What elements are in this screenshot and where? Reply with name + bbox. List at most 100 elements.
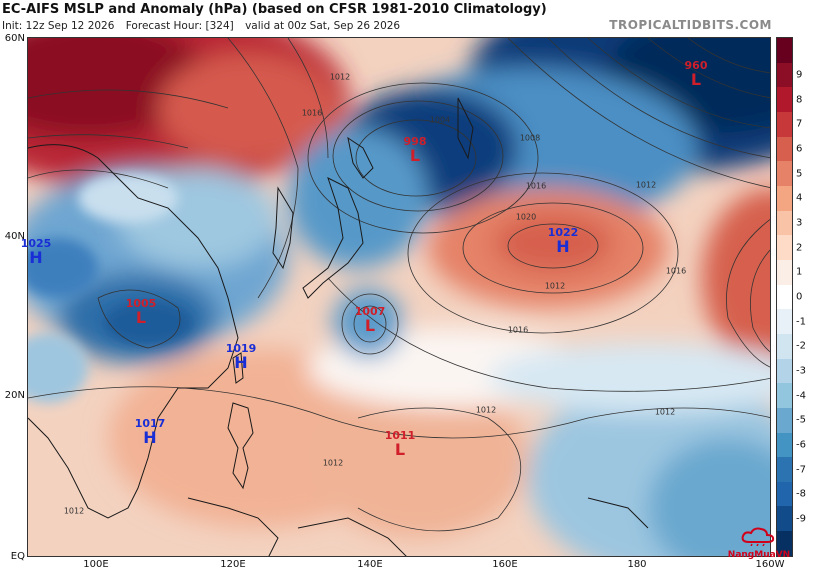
isobar-label: 1016 — [507, 325, 529, 335]
isobar-label: 1004 — [429, 115, 451, 125]
lon-label-140e: 140E — [357, 559, 383, 570]
isobar-label: 1020 — [515, 212, 537, 222]
colorbar-tick-label: 2 — [796, 242, 803, 254]
pressure-center-high-1022: 1022 H — [548, 227, 579, 255]
pressure-symbol: H — [556, 237, 570, 256]
nangmuavn-logo: NangMuaVN — [724, 526, 794, 562]
colorbar-segment — [777, 259, 792, 285]
pressure-center-low-1011: 1011 L — [385, 430, 416, 458]
isobar-label: 1008 — [519, 133, 541, 143]
colorbar-tick-label: 3 — [796, 217, 803, 229]
isobar-label: 1012 — [654, 407, 676, 417]
pressure-symbol: L — [364, 316, 376, 335]
pressure-center-low-1005: 1005 L — [126, 298, 157, 326]
colorbar-tick-label: 0 — [796, 291, 803, 303]
pressure-value: 960 — [684, 59, 708, 72]
colorbar-segment — [777, 309, 792, 334]
colorbar-segment — [777, 284, 792, 310]
colorbar-segment — [777, 407, 792, 433]
lat-label-eq: EQ — [10, 551, 25, 562]
colorbar-tick-label: -2 — [796, 340, 806, 352]
lon-label-180: 180 — [627, 559, 647, 570]
colorbar-tick-label: 4 — [796, 192, 803, 204]
isobar-label: 1012 — [329, 72, 351, 82]
colorbar-segment — [777, 506, 792, 532]
lon-label-100e: 100E — [83, 559, 109, 570]
map-subtitle: Init: 12z Sep 12 2026 Forecast Hour: [32… — [2, 20, 408, 32]
logo-text: NangMuaVN — [727, 550, 791, 560]
map-canvas — [28, 38, 770, 556]
lon-label-160e: 160E — [492, 559, 518, 570]
lat-label-20n: 20N — [4, 390, 25, 401]
isobar-label: 1012 — [544, 281, 566, 291]
pressure-value: 1011 — [384, 429, 416, 442]
pressure-symbol: L — [135, 308, 147, 327]
pressure-symbol: H — [29, 248, 43, 267]
forecast-hour: Forecast Hour: [324] — [125, 20, 234, 32]
pressure-value: 998 — [403, 135, 427, 148]
pressure-center-high-1025: 1025 H — [21, 238, 52, 266]
pressure-center-high-1019: 1019 H — [226, 343, 257, 371]
colorbar-tick-label: -4 — [796, 390, 806, 402]
isobar-label: 1016 — [301, 108, 323, 118]
isobar-label: 1016 — [665, 266, 687, 276]
pressure-value: 1019 — [225, 342, 257, 355]
colorbar-tick-label: 5 — [796, 168, 803, 180]
anomaly-detail — [28, 173, 193, 403]
colorbar-tick-label: 9 — [796, 69, 803, 81]
colorbar-segment — [777, 210, 792, 236]
isobars — [28, 38, 770, 532]
colorbar-tick-label: -6 — [796, 439, 806, 451]
pressure-center-low-998: 998 L — [404, 136, 427, 164]
anomaly-shading — [28, 38, 770, 556]
coastlines — [28, 97, 649, 556]
colorbar-segment — [777, 235, 792, 260]
colorbar-segment — [777, 111, 792, 137]
pressure-value: 1007 — [354, 305, 386, 318]
pressure-center-low-1007: 1007 L — [355, 306, 386, 334]
init-time: Init: 12z Sep 12 2026 — [2, 20, 115, 32]
colorbar-segment — [777, 38, 792, 63]
valid-time: valid at 00z Sat, Sep 26 2026 — [245, 20, 401, 32]
colorbar-tick-label: -3 — [796, 365, 806, 377]
colorbar-tick-label: -5 — [796, 414, 806, 426]
colorbar-tick-label: -9 — [796, 513, 806, 525]
colorbar-tick-label: -1 — [796, 316, 806, 328]
pressure-symbol: L — [690, 70, 702, 89]
isobar-label: 1016 — [525, 181, 547, 191]
colorbar-tick-label: -8 — [796, 488, 806, 500]
colorbar-tick-label: 8 — [796, 94, 803, 106]
colorbar-tick-label: 7 — [796, 118, 803, 130]
colorbar-segment — [777, 358, 792, 384]
colorbar-segment — [777, 62, 792, 88]
isobar-label: 1012 — [635, 180, 657, 190]
isobar-label: 1012 — [63, 506, 85, 516]
colorbar-segment — [777, 333, 792, 359]
colorbar-tick-label: 1 — [796, 266, 803, 278]
pressure-center-low-960: 960 L — [685, 60, 708, 88]
colorbar-tick-label: 6 — [796, 143, 803, 155]
pressure-value: 1022 — [547, 226, 579, 239]
pressure-value: 1005 — [125, 297, 157, 310]
colorbar-segment — [777, 136, 792, 162]
colorbar-segment — [777, 185, 792, 211]
pressure-symbol: H — [143, 428, 157, 447]
brand-watermark: TROPICALTIDBITS.COM — [609, 18, 772, 32]
pressure-symbol: L — [409, 146, 421, 165]
isobar-label: 1012 — [475, 405, 497, 415]
colorbar-segment — [777, 457, 792, 482]
pressure-value: 1017 — [134, 417, 166, 430]
lon-label-160w: 160W — [755, 559, 785, 570]
colorbar-segment — [777, 531, 792, 556]
isobar-label: 1012 — [322, 458, 344, 468]
anomaly-colorbar — [776, 37, 793, 557]
mslp-anomaly-map — [27, 37, 771, 557]
colorbar-segment — [777, 432, 792, 458]
pressure-value: 1025 — [20, 237, 52, 250]
pressure-symbol: L — [394, 440, 406, 459]
colorbar-segment — [777, 481, 792, 507]
cloud-icon — [741, 527, 775, 547]
pressure-center-high-1017: 1017 H — [135, 418, 166, 446]
lon-label-120e: 120E — [220, 559, 246, 570]
pressure-symbol: H — [234, 353, 248, 372]
